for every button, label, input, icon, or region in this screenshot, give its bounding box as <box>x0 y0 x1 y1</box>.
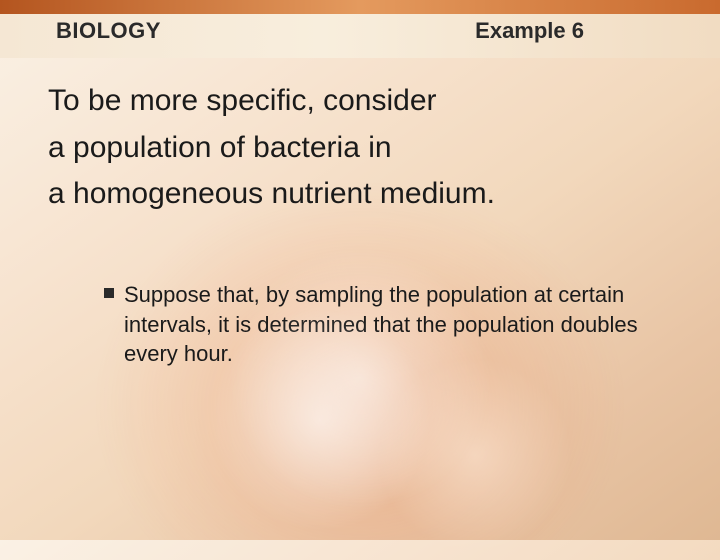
bullet-block: Suppose that, by sampling the population… <box>104 280 640 369</box>
square-bullet-icon <box>104 288 114 298</box>
bullet-row: Suppose that, by sampling the population… <box>104 280 640 369</box>
main-line-1: To be more specific, consider <box>48 78 672 125</box>
bullet-text: Suppose that, by sampling the population… <box>124 280 640 369</box>
header-row: BIOLOGY Example 6 <box>56 18 664 44</box>
main-line-3: a homogeneous nutrient medium. <box>48 171 672 218</box>
background-glow <box>370 350 580 560</box>
slide-category: BIOLOGY <box>56 18 161 44</box>
main-line-2: a population of bacteria in <box>48 125 672 172</box>
slide-example-number: Example 6 <box>475 18 584 44</box>
top-accent-band <box>0 0 720 14</box>
main-text-block: To be more specific, consider a populati… <box>48 78 672 218</box>
